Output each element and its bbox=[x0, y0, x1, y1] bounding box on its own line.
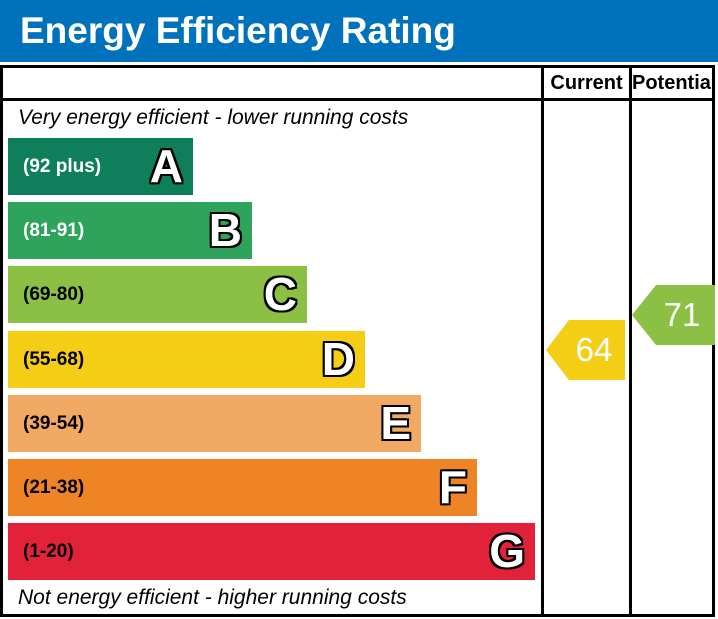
band-row-c: (69-80) C bbox=[8, 266, 307, 323]
band-letter-c: C bbox=[263, 268, 297, 320]
top-note: Very energy efficient - lower running co… bbox=[18, 106, 409, 129]
potential-column-header: Potential bbox=[632, 72, 717, 94]
band-letter-e: E bbox=[380, 397, 411, 449]
band-row-d: (55-68) D bbox=[8, 331, 365, 388]
band-range-label-c: (69-80) bbox=[23, 284, 85, 305]
band-letter-g: G bbox=[489, 525, 525, 577]
band-row-b: (81-91) B bbox=[8, 202, 252, 259]
current-rating-value: 64 bbox=[575, 331, 613, 368]
band-letter-b: B bbox=[208, 204, 242, 256]
potential-column-divider bbox=[629, 68, 632, 614]
band-range-label-d: (55-68) bbox=[23, 349, 85, 370]
potential-rating-arrow: 71 bbox=[632, 285, 715, 345]
band-row-e: (39-54) E bbox=[8, 395, 421, 452]
band-range-label-a: (92 plus) bbox=[23, 156, 102, 177]
current-rating-arrow: 64 bbox=[546, 320, 625, 380]
page-title: Energy Efficiency Rating bbox=[20, 10, 456, 51]
current-column-header: Current bbox=[550, 72, 623, 94]
title-bar: Energy Efficiency Rating bbox=[0, 0, 718, 62]
bottom-note: Not energy efficient - higher running co… bbox=[18, 586, 407, 609]
band-letter-f: F bbox=[438, 461, 467, 513]
band-range-label-f: (21-38) bbox=[23, 477, 85, 498]
header-row-border bbox=[3, 98, 712, 101]
band-letter-d: D bbox=[321, 333, 355, 385]
band-range-label-b: (81-91) bbox=[23, 220, 85, 241]
band-row-g: (1-20) G bbox=[8, 523, 535, 580]
potential-rating-value: 71 bbox=[663, 296, 701, 333]
energy-rating-chart: Current Potential Very energy efficient … bbox=[0, 65, 717, 617]
current-column-divider bbox=[541, 68, 544, 614]
band-row-f: (21-38) F bbox=[8, 459, 477, 516]
band-range-label-g: (1-20) bbox=[23, 541, 74, 562]
band-range-label-e: (39-54) bbox=[23, 413, 85, 434]
band-row-a: (92 plus) A bbox=[8, 138, 193, 195]
band-letter-a: A bbox=[149, 140, 183, 192]
